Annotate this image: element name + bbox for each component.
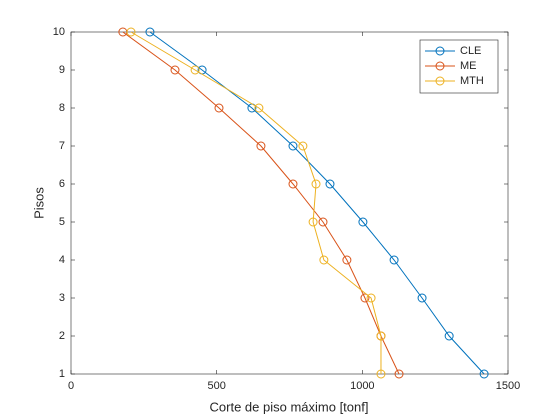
legend-marker bbox=[435, 46, 445, 56]
y-tick-label: 6 bbox=[59, 178, 65, 190]
data-point bbox=[308, 217, 318, 227]
data-point bbox=[417, 293, 427, 303]
legend-label: MTH bbox=[460, 75, 484, 87]
data-point bbox=[366, 293, 376, 303]
data-point bbox=[325, 179, 335, 189]
x-tick-label: 1000 bbox=[350, 380, 374, 392]
legend-marker bbox=[435, 76, 445, 86]
y-tick-label: 10 bbox=[53, 26, 65, 38]
data-point bbox=[214, 103, 224, 113]
y-tick-label: 1 bbox=[59, 368, 65, 380]
data-point bbox=[288, 179, 298, 189]
data-point bbox=[394, 369, 404, 379]
x-axis-label: Corte de piso máximo [tonf] bbox=[210, 399, 369, 414]
legend-label: CLE bbox=[460, 45, 481, 57]
data-point bbox=[256, 141, 266, 151]
legend-label: ME bbox=[460, 60, 477, 72]
data-point bbox=[389, 255, 399, 265]
y-tick-label: 2 bbox=[59, 330, 65, 342]
data-point bbox=[342, 255, 352, 265]
data-point bbox=[170, 65, 180, 75]
legend-marker bbox=[435, 61, 445, 71]
data-point bbox=[360, 293, 370, 303]
data-point bbox=[479, 369, 489, 379]
x-tick-label: 1500 bbox=[496, 380, 520, 392]
series-line bbox=[130, 31, 382, 374]
data-point bbox=[318, 217, 328, 227]
y-tick-label: 9 bbox=[59, 64, 65, 76]
data-point bbox=[288, 141, 298, 151]
y-tick-label: 3 bbox=[59, 292, 65, 304]
data-point bbox=[376, 369, 386, 379]
data-point bbox=[298, 141, 308, 151]
y-tick-label: 8 bbox=[59, 102, 65, 114]
data-point bbox=[319, 255, 329, 265]
data-point bbox=[254, 103, 264, 113]
data-point bbox=[190, 65, 200, 75]
x-tick-label: 0 bbox=[68, 380, 74, 392]
data-point bbox=[311, 179, 321, 189]
x-tick-label: 500 bbox=[207, 380, 225, 392]
y-tick-label: 7 bbox=[59, 140, 65, 152]
y-axis-label: Pisos bbox=[31, 187, 46, 219]
series-line bbox=[122, 31, 400, 375]
y-tick-label: 4 bbox=[59, 254, 65, 266]
y-tick-label: 5 bbox=[59, 216, 65, 228]
data-point bbox=[358, 217, 368, 227]
data-point bbox=[126, 27, 136, 37]
data-point bbox=[376, 331, 386, 341]
data-point bbox=[145, 27, 155, 37]
data-point bbox=[444, 331, 454, 341]
